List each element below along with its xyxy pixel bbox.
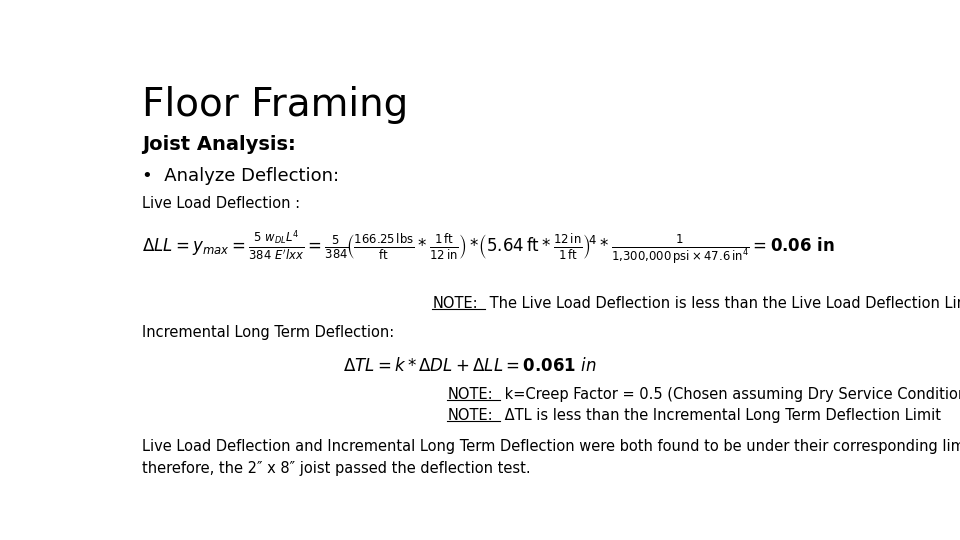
Text: ΔTL is less than the Incremental Long Term Deflection Limit: ΔTL is less than the Incremental Long Te…: [500, 408, 941, 423]
Text: Floor Framing: Floor Framing: [142, 85, 409, 124]
Text: •  Analyze Deflection:: • Analyze Deflection:: [142, 167, 340, 185]
Text: Live Load Deflection and Incremental Long Term Deflection were both found to be : Live Load Deflection and Incremental Lon…: [142, 439, 960, 476]
Text: NOTE:: NOTE:: [447, 408, 493, 423]
Text: $\Delta TL = k * \Delta DL + \Delta LL = \mathbf{0.061}\ \mathbf{\mathit{in}}$: $\Delta TL = k * \Delta DL + \Delta LL =…: [344, 357, 597, 375]
Text: NOTE:: NOTE:: [432, 295, 478, 310]
Text: The Live Load Deflection is less than the Live Load Deflection Limit: The Live Load Deflection is less than th…: [486, 295, 960, 310]
Text: $\Delta LL = y_{max} = \frac{5\ w_{DL}L^4}{384\ E'lxx} = \frac{5}{384}\!\left(\f: $\Delta LL = y_{max} = \frac{5\ w_{DL}L^…: [142, 229, 835, 267]
Text: NOTE:: NOTE:: [447, 387, 493, 402]
Text: k=Creep Factor = 0.5 (Chosen assuming Dry Service Conditions): k=Creep Factor = 0.5 (Chosen assuming Dr…: [500, 387, 960, 402]
Text: Incremental Long Term Deflection:: Incremental Long Term Deflection:: [142, 325, 395, 340]
Text: Joist Analysis:: Joist Analysis:: [142, 136, 296, 154]
Text: Live Load Deflection :: Live Load Deflection :: [142, 196, 300, 211]
